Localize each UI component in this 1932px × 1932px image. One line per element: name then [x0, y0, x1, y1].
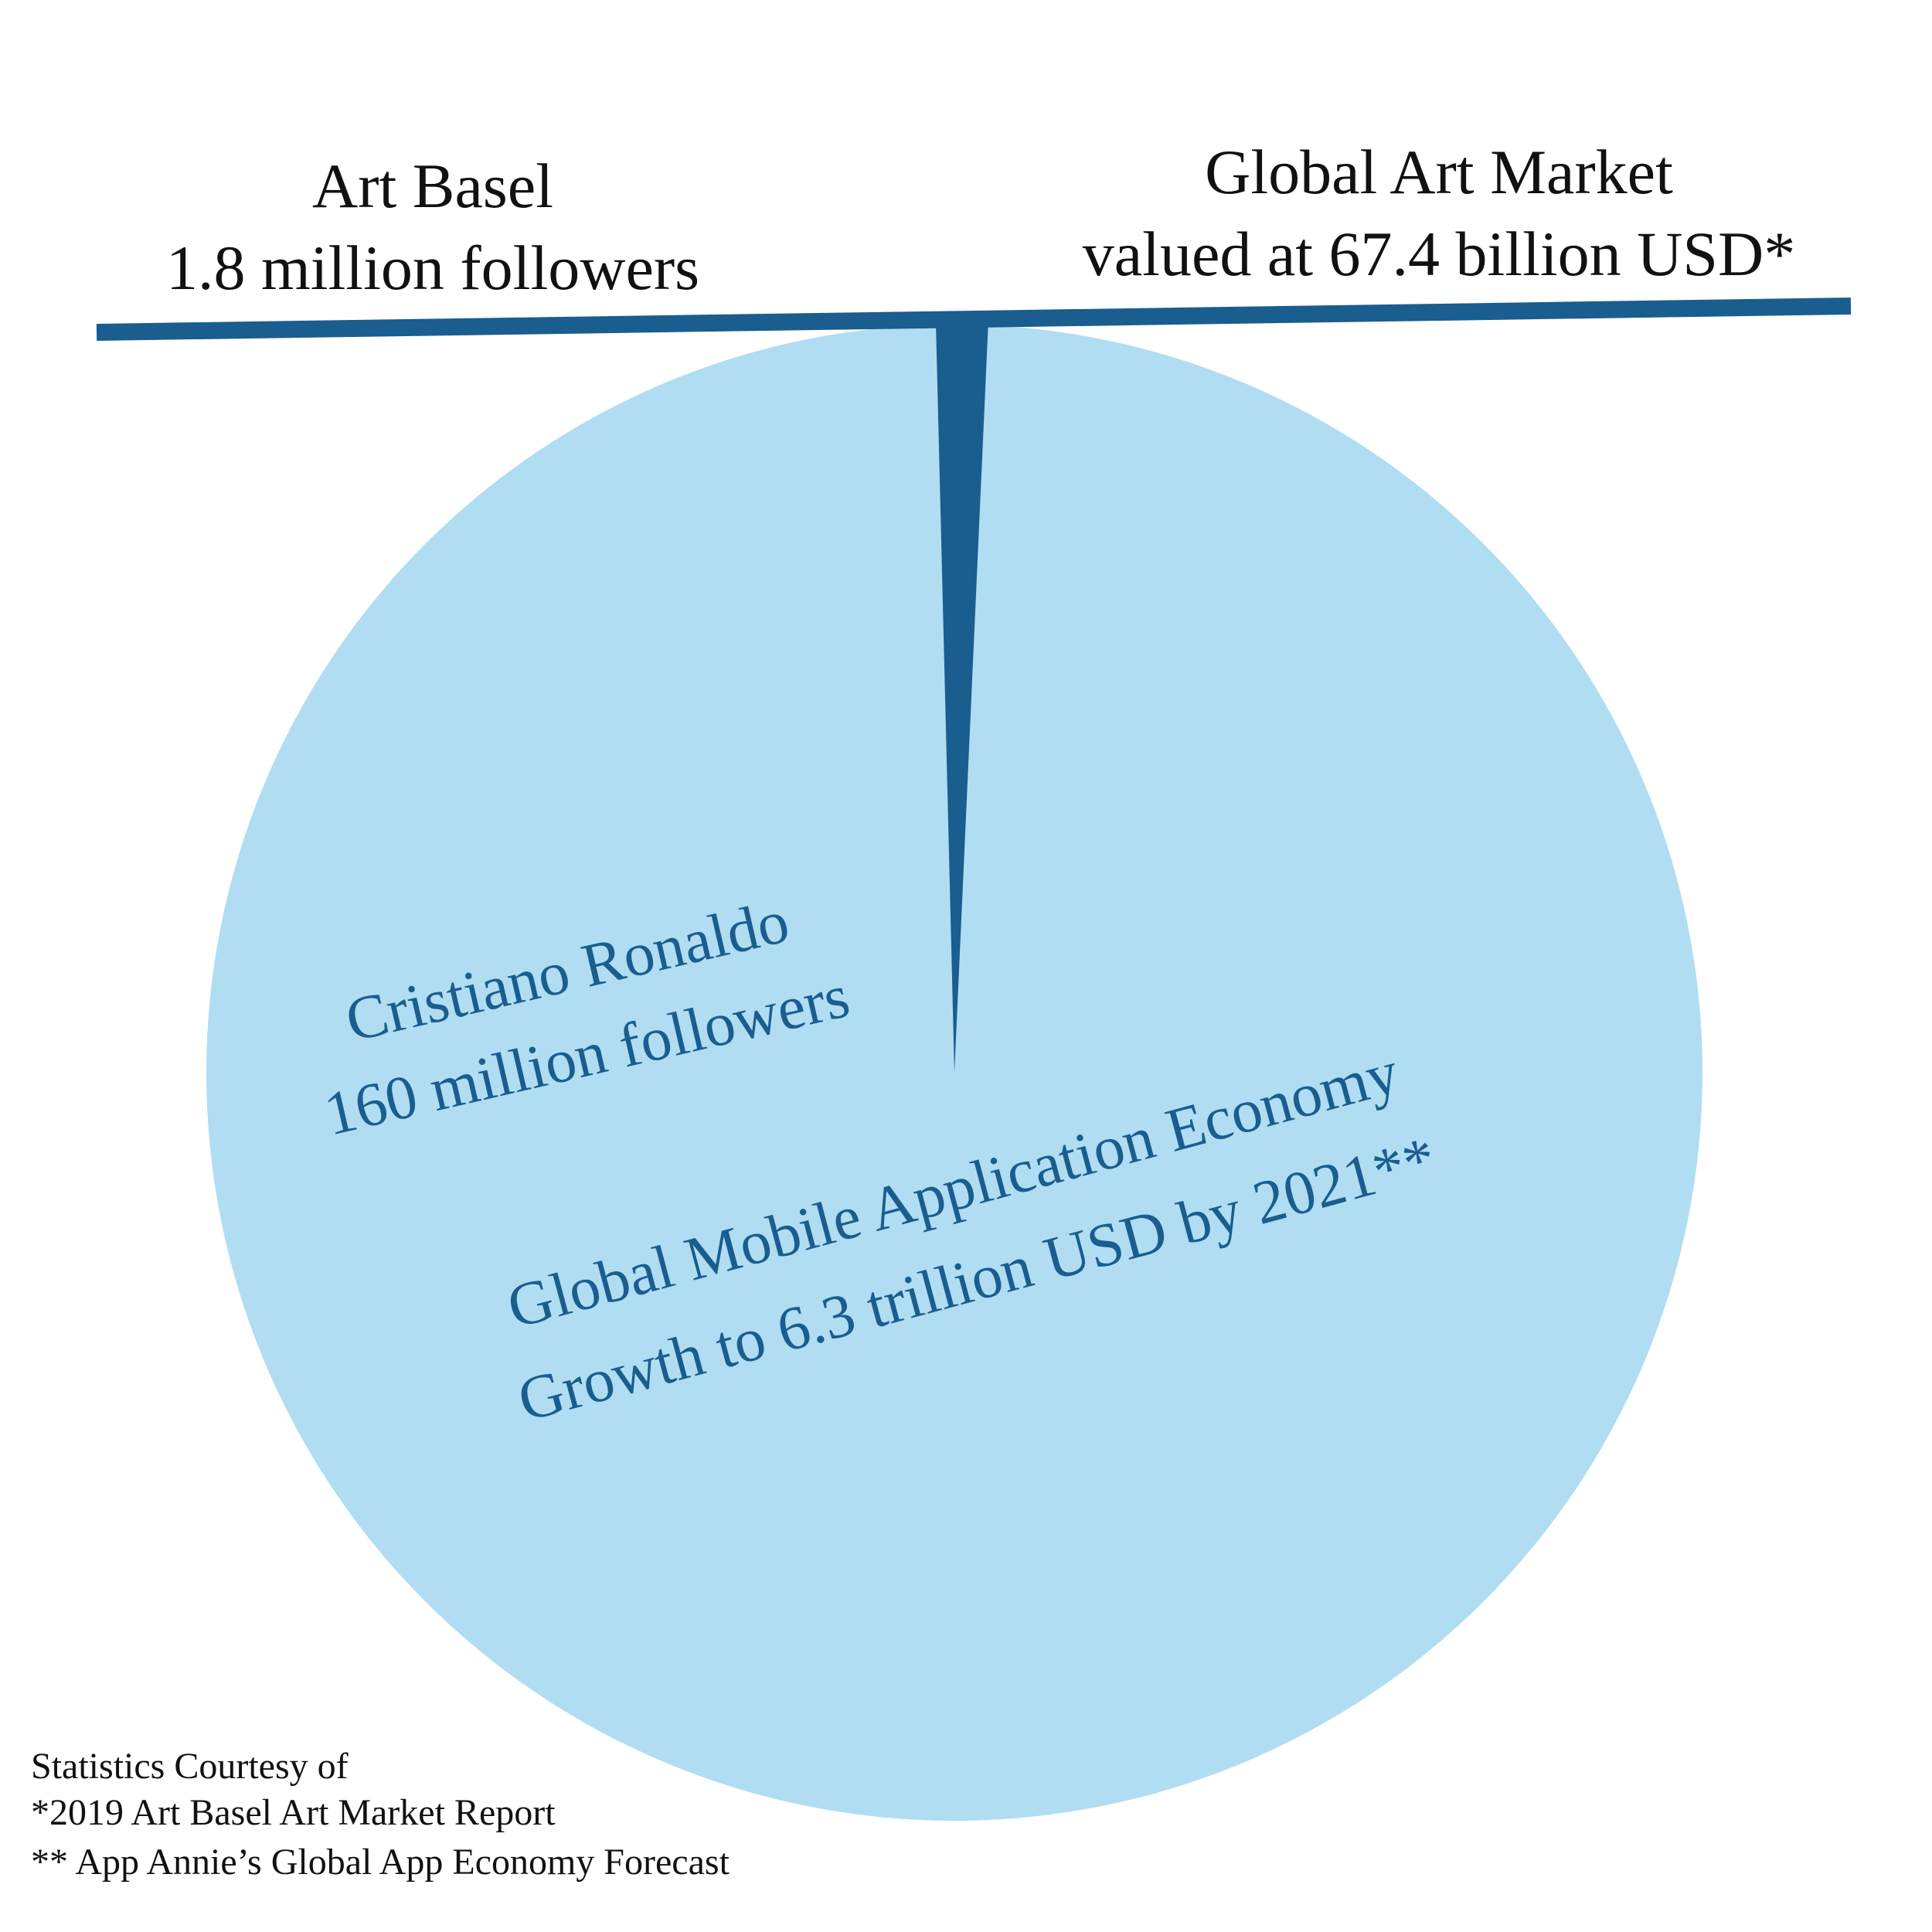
slice-label-art-basel-line-2: 1.8 million followers — [166, 233, 699, 303]
footnote-heading: Statistics Courtesy of — [31, 1746, 349, 1787]
pie-slice-art-basel — [935, 317, 989, 1073]
footnote-source-art-basel: *2019 Art Basel Art Market Report — [31, 1792, 556, 1833]
slice-label-art-basel-line-1: Art Basel — [312, 151, 553, 221]
slice-label-art-basel: Art Basel 1.8 million followers — [166, 151, 699, 303]
divider-line — [96, 298, 1852, 341]
annotation-global-art-market: Global Art Market valued at 67.4 billion … — [1083, 137, 1795, 289]
annotation-global-art-market-line-2: valued at 67.4 billion USD* — [1083, 219, 1795, 289]
footnote-source-app-annie: ** App Annie’s Global App Economy Foreca… — [31, 1842, 730, 1883]
annotation-global-art-market-line-1: Global Art Market — [1205, 137, 1673, 207]
